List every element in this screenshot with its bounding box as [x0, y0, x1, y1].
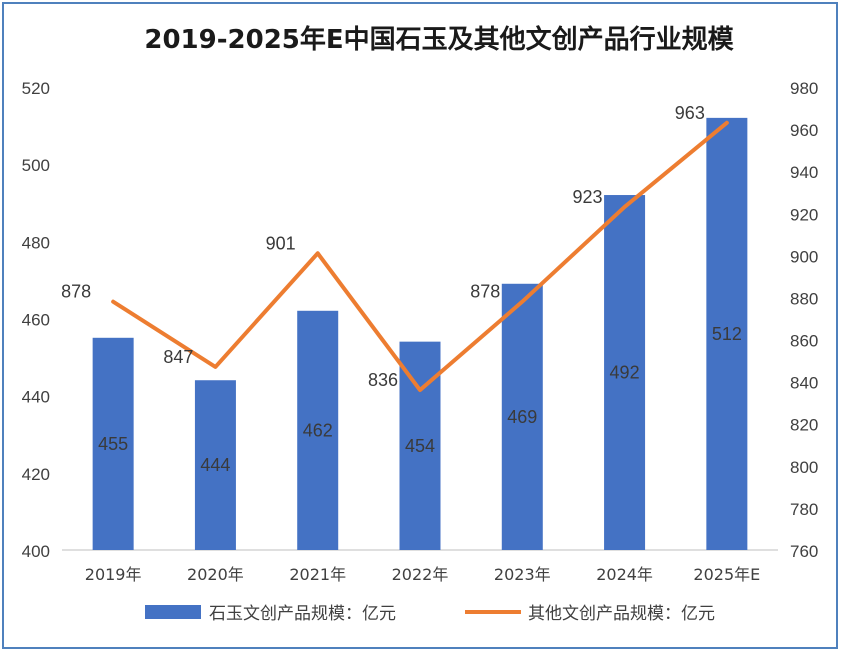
y-right-tick-label: 860: [790, 332, 818, 351]
y-left-tick-label: 400: [22, 542, 50, 561]
x-tick-label: 2022年: [392, 565, 449, 584]
legend: 石玉文创产品规模：亿元 其他文创产品规模：亿元: [145, 604, 715, 624]
bar: [604, 195, 646, 551]
bar: [297, 310, 339, 550]
y-right-tick-label: 780: [790, 500, 818, 519]
bar-value-label: 455: [98, 434, 128, 454]
data-labels: 455 444 462 454 469 492 512 878 847 901 836 878 923 9…: [61, 103, 742, 475]
y-left-tick-label: 440: [22, 388, 50, 407]
line-value-label: 878: [61, 282, 91, 302]
y-right-tick-label: 960: [790, 121, 818, 140]
axes: 400 420 440 460 480 500 520 760 780 800 820 840 860 8…: [22, 79, 819, 584]
y-right-tick-label: 940: [790, 163, 818, 182]
y-right-tick-label: 920: [790, 205, 818, 224]
y-left-tick-label: 420: [22, 465, 50, 484]
x-tick-label: 2019年: [85, 565, 142, 584]
bar: [706, 117, 748, 550]
legend-bar-label: 石玉文创产品规模：亿元: [209, 604, 396, 624]
y-left-tick-label: 460: [22, 311, 50, 330]
bar-value-label: 492: [610, 363, 640, 383]
legend-line-label: 其他文创产品规模：亿元: [528, 604, 715, 624]
y-right-tick-label: 800: [790, 458, 818, 477]
bar-value-label: 454: [405, 436, 435, 456]
x-tick-label: 2020年: [187, 565, 244, 584]
x-tick-label: 2023年: [494, 565, 551, 584]
bar: [92, 337, 134, 550]
x-tick-label: 2025年E: [693, 565, 760, 584]
chart-title: 2019-2025年E中国石玉及其他文创产品行业规模: [144, 24, 734, 55]
chart-frame: [2, 2, 838, 649]
line-value-label: 836: [368, 370, 398, 390]
y-left-tick-label: 520: [22, 79, 50, 98]
line-value-label: 847: [163, 347, 193, 367]
y-right-tick-label: 760: [790, 542, 818, 561]
y-right-tick-label: 820: [790, 416, 818, 435]
y-right-tick-label: 840: [790, 374, 818, 393]
bar-value-label: 469: [507, 407, 537, 427]
line-value-label: 923: [573, 187, 603, 207]
bar-series: [92, 117, 748, 551]
line-value-label: 901: [266, 233, 296, 253]
y-right-tick-label: 900: [790, 247, 818, 266]
x-tick-label: 2024年: [596, 565, 653, 584]
bar-value-label: 512: [712, 324, 742, 344]
bar: [194, 380, 236, 550]
y-left-tick-label: 480: [22, 233, 50, 252]
line-series: [111, 120, 729, 393]
bar-value-label: 462: [303, 420, 333, 440]
legend-bar-swatch: [145, 605, 201, 619]
y-right-tick-label: 980: [790, 79, 818, 98]
line-value-label: 963: [675, 103, 705, 123]
y-right-tick-label: 880: [790, 289, 818, 308]
x-tick-label: 2021年: [289, 565, 346, 584]
y-left-tick-label: 500: [22, 156, 50, 175]
bar: [501, 283, 543, 550]
line-value-label: 878: [470, 282, 500, 302]
bar-value-label: 444: [200, 455, 230, 475]
